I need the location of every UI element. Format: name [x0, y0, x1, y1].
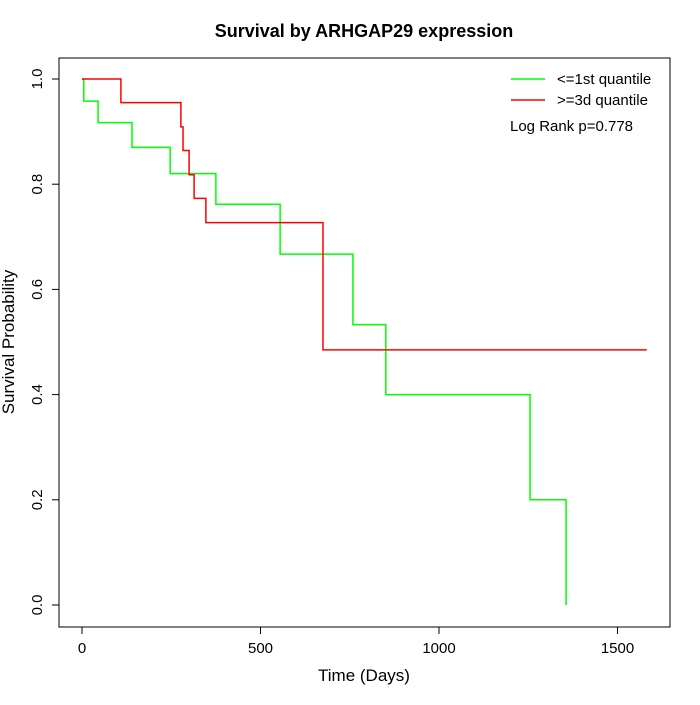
x-tick-label: 500 — [248, 640, 273, 657]
y-tick-label: 0.2 — [29, 489, 46, 510]
x-axis-label: Time (Days) — [318, 666, 410, 685]
chart-title: Survival by ARHGAP29 expression — [215, 21, 513, 41]
y-tick-label: 0.6 — [29, 279, 46, 300]
x-tick-label: 1000 — [422, 640, 455, 657]
survival-curve-1 — [82, 78, 647, 351]
x-tick-label: 0 — [78, 640, 86, 657]
y-tick-label: 0.0 — [29, 595, 46, 616]
y-tick-label: 0.8 — [29, 174, 46, 195]
y-axis-label: Survival Probability — [0, 269, 18, 414]
y-tick-label: 0.4 — [29, 384, 46, 405]
y-tick-label: 1.0 — [29, 69, 46, 90]
log-rank-annotation: Log Rank p=0.778 — [510, 118, 633, 135]
plot-frame — [58, 57, 671, 628]
x-tick-label: 1500 — [601, 640, 634, 657]
legend-label: <=1st quantile — [557, 71, 651, 88]
survival-curve-0 — [82, 78, 567, 605]
legend-label: >=3d quantile — [557, 92, 648, 109]
